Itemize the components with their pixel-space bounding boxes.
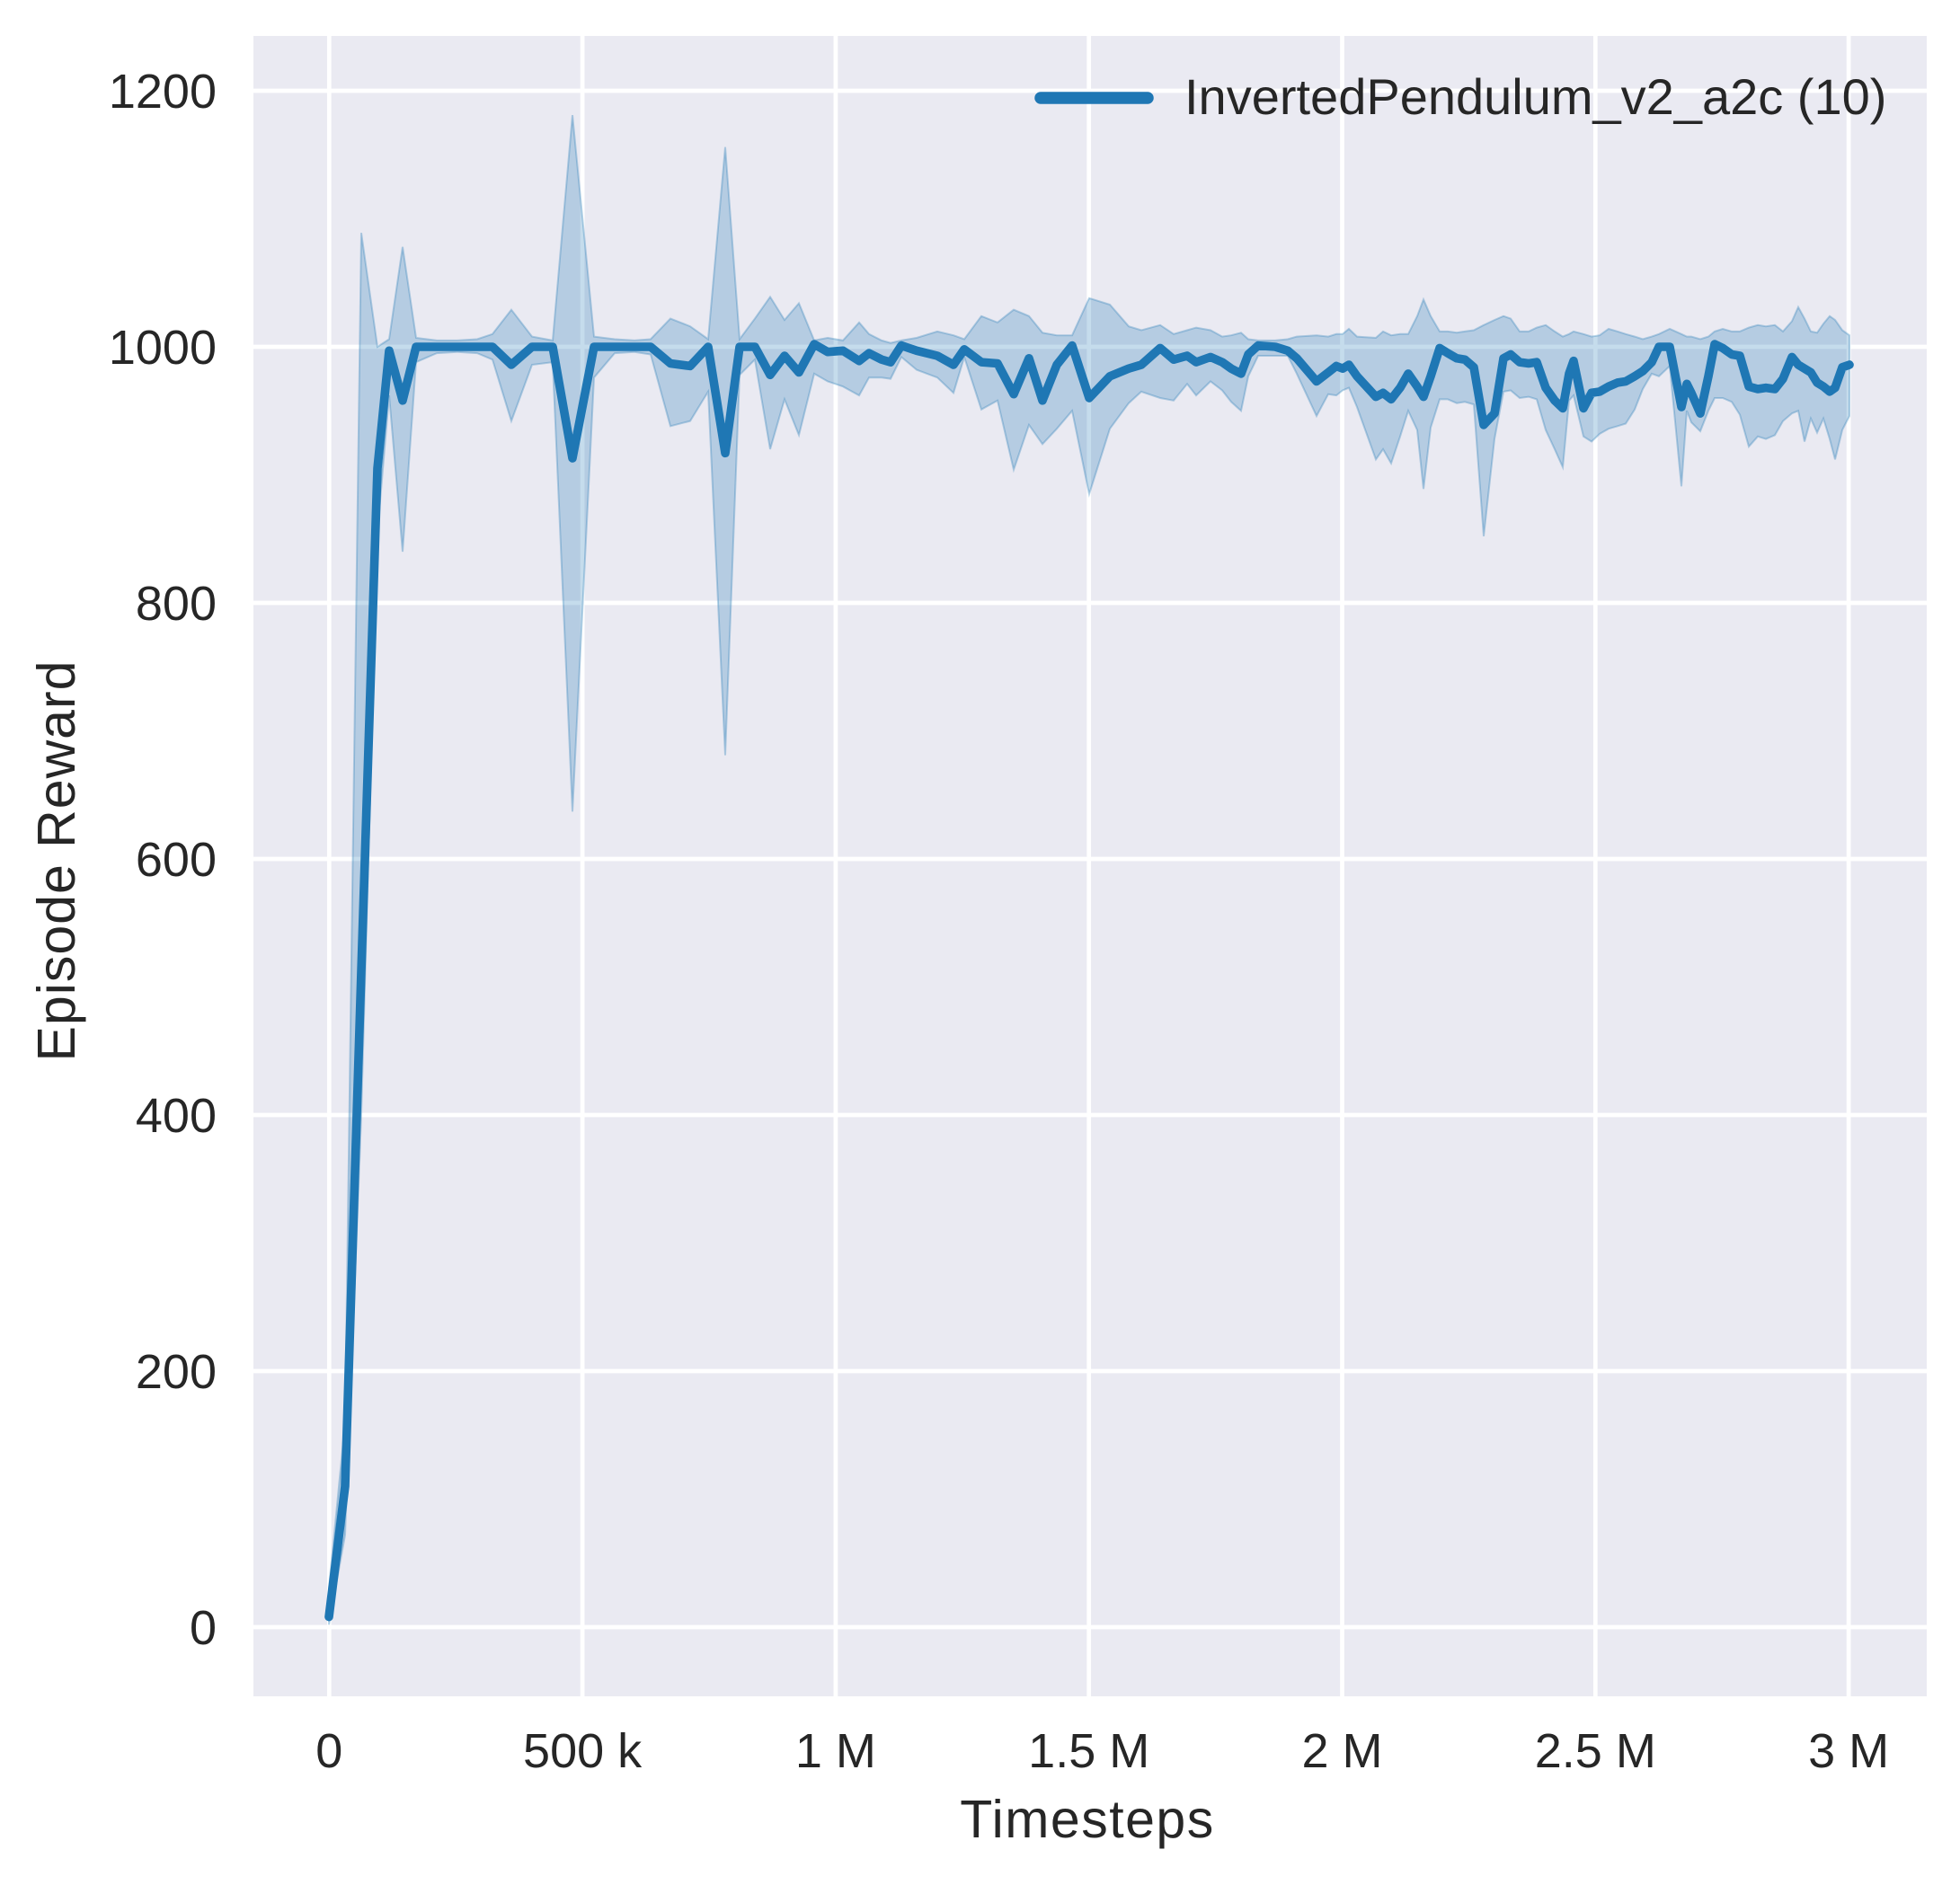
svg-text:InvertedPendulum_v2_a2c (10): InvertedPendulum_v2_a2c (10) [1184, 68, 1886, 125]
svg-text:2 M: 2 M [1301, 1724, 1382, 1778]
svg-text:500 k: 500 k [523, 1724, 643, 1778]
svg-text:1 M: 1 M [795, 1724, 876, 1778]
svg-text:800: 800 [136, 577, 217, 631]
svg-text:1000: 1000 [109, 321, 217, 375]
svg-text:Episode Reward: Episode Reward [27, 660, 86, 1062]
svg-text:0: 0 [315, 1724, 342, 1778]
svg-text:2.5 M: 2.5 M [1535, 1724, 1656, 1778]
svg-text:200: 200 [136, 1345, 217, 1399]
svg-text:0: 0 [190, 1601, 217, 1655]
svg-text:3 M: 3 M [1808, 1724, 1889, 1778]
svg-text:400: 400 [136, 1089, 217, 1143]
svg-text:1.5 M: 1.5 M [1028, 1724, 1149, 1778]
svg-text:1200: 1200 [109, 65, 217, 119]
svg-text:600: 600 [136, 833, 217, 887]
svg-text:Timesteps: Timesteps [960, 1790, 1214, 1849]
